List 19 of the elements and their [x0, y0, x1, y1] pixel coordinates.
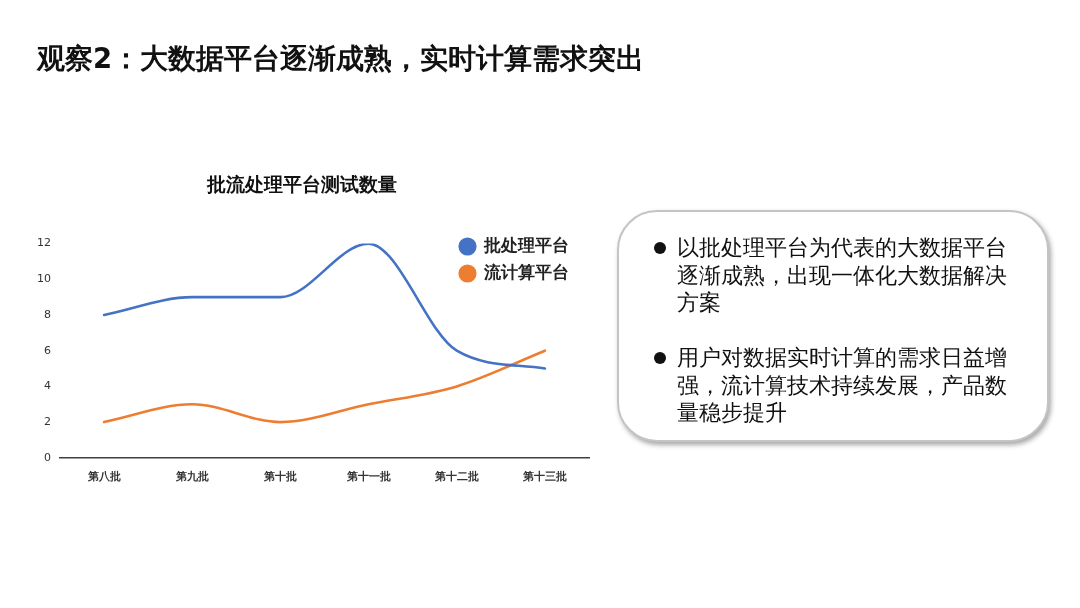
chart-subtitle: 批流处理平台测试数量 — [205, 172, 398, 197]
x-tick-label: 第十一批 — [345, 470, 391, 484]
rounded-panel: 以批处理平台为代表的大数据平台逐渐成熟，出现一体化大数据解决方案 用户对数据实时计算的需求日益增强，流计算技术持续发展，产品数量稳步提升 — [617, 210, 1049, 442]
line-series — [102, 349, 547, 424]
legend-label: 批处理平台 — [483, 234, 569, 255]
x-tick-label: 第十批 — [262, 470, 297, 484]
x-tick-label: 第八批 — [86, 470, 121, 484]
x-tick-label: 第十三批 — [521, 470, 567, 484]
y-tick-label: 4 — [44, 379, 51, 393]
y-tick-label: 6 — [44, 343, 51, 357]
y-tick-label: 10 — [37, 272, 51, 286]
y-tick-label: 8 — [44, 307, 51, 321]
y-tick-label: 12 — [37, 236, 51, 250]
y-tick-label: 2 — [44, 414, 51, 428]
x-tick-label: 第十二批 — [433, 470, 479, 484]
chart-title: 观察2：大数据平台逐渐成熟，实时计算需求突出 — [37, 41, 645, 76]
x-tick-label: 第九批 — [174, 470, 209, 484]
legend-label: 流计算平台 — [483, 261, 569, 282]
y-tick-label: 0 — [44, 450, 51, 464]
